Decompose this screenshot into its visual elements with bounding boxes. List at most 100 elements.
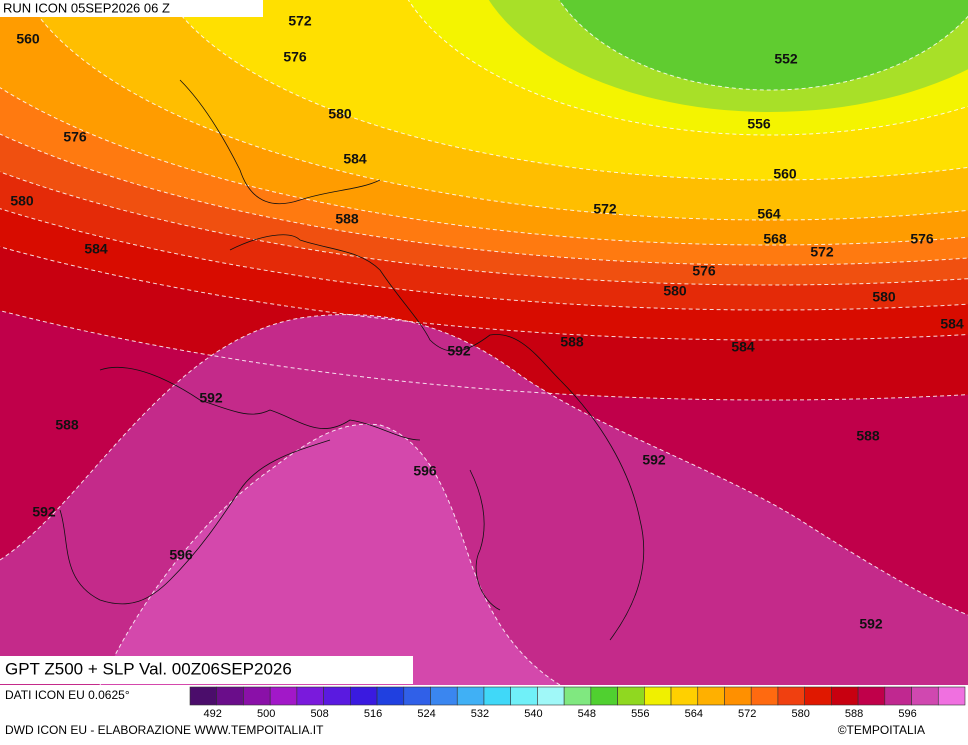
colorbar-swatch	[857, 686, 886, 706]
contour-label: 580	[328, 106, 352, 122]
map-field	[0, 0, 968, 685]
colorbar-label: 580	[791, 708, 809, 720]
contour-label: 572	[810, 244, 834, 260]
contour-label: 568	[763, 231, 787, 247]
contour-label: 572	[593, 201, 617, 217]
colorbar-swatch	[510, 686, 538, 706]
contour-label: 588	[335, 211, 359, 227]
isoline	[407, 0, 968, 136]
coastline	[59, 439, 331, 605]
colorbar-swatch	[537, 686, 565, 706]
contour-label: 584	[84, 241, 108, 257]
colorbar-swatch	[403, 686, 431, 706]
colorbar-label: 532	[471, 708, 489, 720]
colorbar-label: 564	[685, 708, 703, 720]
colorbar-swatch	[430, 686, 458, 706]
colorbar-swatch	[269, 686, 298, 706]
colorbar-swatch	[831, 686, 859, 706]
colorbar-swatch	[884, 686, 912, 706]
header-box	[0, 0, 263, 17]
contour-label: 564	[757, 206, 781, 222]
credit: DWD ICON EU - ELABORAZIONE WWW.TEMPOITAL…	[5, 723, 324, 737]
colorbar-label: 596	[898, 708, 916, 720]
coastline	[179, 79, 381, 204]
map-title: GPT Z500 + SLP Val. 00Z06SEP2026	[5, 659, 292, 678]
contour-label: 580	[872, 289, 896, 305]
isoline	[558, 0, 968, 91]
contour-label: 592	[199, 390, 223, 406]
colorbar-label: 556	[631, 708, 649, 720]
contour-label: 576	[910, 231, 934, 247]
data-source: DATI ICON EU 0.0625°	[5, 688, 130, 702]
isoline	[0, 133, 968, 266]
colorbar-swatch	[189, 686, 218, 706]
contour-label: 588	[560, 334, 584, 350]
colorbar-label: 540	[524, 708, 542, 720]
colorbar-swatch	[644, 686, 672, 706]
colorbar-swatch	[590, 686, 618, 706]
colorbar-swatch	[216, 686, 244, 706]
contour-label: 560	[773, 166, 797, 182]
colorbar-label: 588	[845, 708, 863, 720]
contour-label: 576	[63, 129, 87, 145]
run-header: RUN ICON 05SEP2026 06 Z	[3, 0, 170, 15]
contour-labels: 560 572 576 576 580 584 580 584 588 552 556 560 572 5…	[10, 13, 964, 632]
contour-label: 592	[642, 452, 666, 468]
contour-label: 584	[731, 339, 755, 355]
isoline	[0, 314, 968, 616]
colorbar-swatch	[670, 686, 699, 706]
isoline	[0, 171, 968, 286]
coastline	[469, 469, 501, 611]
colorbar-swatch	[804, 686, 832, 706]
contour-label: 580	[10, 193, 34, 209]
contour-label: 572	[288, 13, 312, 29]
colorbar-swatch	[323, 686, 351, 706]
coastline	[229, 234, 645, 641]
colorbar-label: 572	[738, 708, 756, 720]
contour-label: 592	[859, 616, 883, 632]
colorbar-swatch	[697, 686, 725, 706]
colorbar-swatch	[376, 686, 405, 706]
colorbar-swatch	[777, 686, 805, 706]
colorbar-label: 500	[257, 708, 275, 720]
contour-label: 584	[940, 316, 964, 332]
contour-label: 560	[16, 31, 40, 47]
colorbar-swatch	[243, 686, 271, 706]
isoline	[169, 0, 968, 181]
colorbar: 492 500 508 516 524 532 540 548 556 564 572 580 588 5…	[189, 686, 966, 720]
colorbar-swatch	[563, 686, 592, 706]
colorbar-swatch	[724, 686, 752, 706]
colorbar-swatch	[617, 686, 645, 706]
contour-label: 552	[774, 51, 798, 67]
colorbar-swatch	[937, 686, 966, 706]
contour-label: 556	[747, 116, 771, 132]
contour-label: 576	[283, 49, 307, 65]
contour-label: 588	[55, 417, 79, 433]
contour-label: 592	[447, 343, 471, 359]
contour-label: 596	[413, 463, 437, 479]
title-box	[0, 656, 413, 684]
colorbar-label: 492	[204, 708, 222, 720]
coastline	[99, 366, 421, 441]
colorbar-swatch	[750, 686, 779, 706]
contour-label: 584	[343, 151, 367, 167]
contour-label: 596	[169, 547, 193, 563]
copyright: ©TEMPOITALIA	[838, 723, 925, 737]
colorbar-label: 548	[578, 708, 596, 720]
colorbar-swatch	[911, 686, 939, 706]
band	[100, 424, 560, 685]
colorbar-label: 516	[364, 708, 382, 720]
contour-label: 576	[692, 263, 716, 279]
coastlines	[59, 79, 645, 641]
colorbar-swatch	[456, 686, 485, 706]
contour-label: 592	[32, 504, 56, 520]
colorbar-label: 524	[417, 708, 435, 720]
colorbar-swatch	[296, 686, 324, 706]
colorbar-swatch	[350, 686, 378, 706]
contour-label: 580	[663, 283, 687, 299]
isolines	[0, 0, 968, 685]
contour-label: 588	[856, 428, 880, 444]
band	[559, 0, 968, 90]
